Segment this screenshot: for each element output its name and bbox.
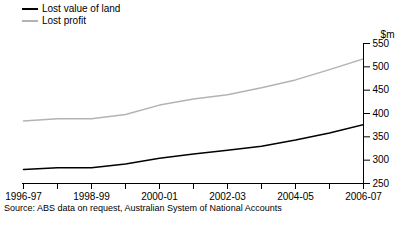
svg-text:2004-05: 2004-05 (277, 191, 314, 202)
html-text:Lost value of land: Lost value of land (42, 3, 121, 14)
svg-text:$m: $m (381, 29, 395, 40)
svg-text:450: 450 (373, 84, 390, 95)
svg-text:1998-99: 1998-99 (73, 191, 110, 202)
svg-text:2006-07: 2006-07 (345, 191, 382, 202)
svg-text:2002-03: 2002-03 (209, 191, 246, 202)
html-text:Source: ABS data on request, A: Source: ABS data on request, Australian … (4, 203, 282, 213)
svg-text:2000-01: 2000-01 (141, 191, 178, 202)
html-text:Lost profit: Lost profit (42, 15, 86, 26)
svg-text:300: 300 (373, 154, 390, 165)
svg-text:400: 400 (373, 108, 390, 119)
svg-text:550: 550 (372, 37, 390, 49)
svg-text:250: 250 (373, 178, 390, 189)
svg-text:350: 350 (373, 131, 390, 142)
svg-text:500: 500 (373, 61, 390, 72)
svg-text:1996-97: 1996-97 (5, 191, 42, 202)
